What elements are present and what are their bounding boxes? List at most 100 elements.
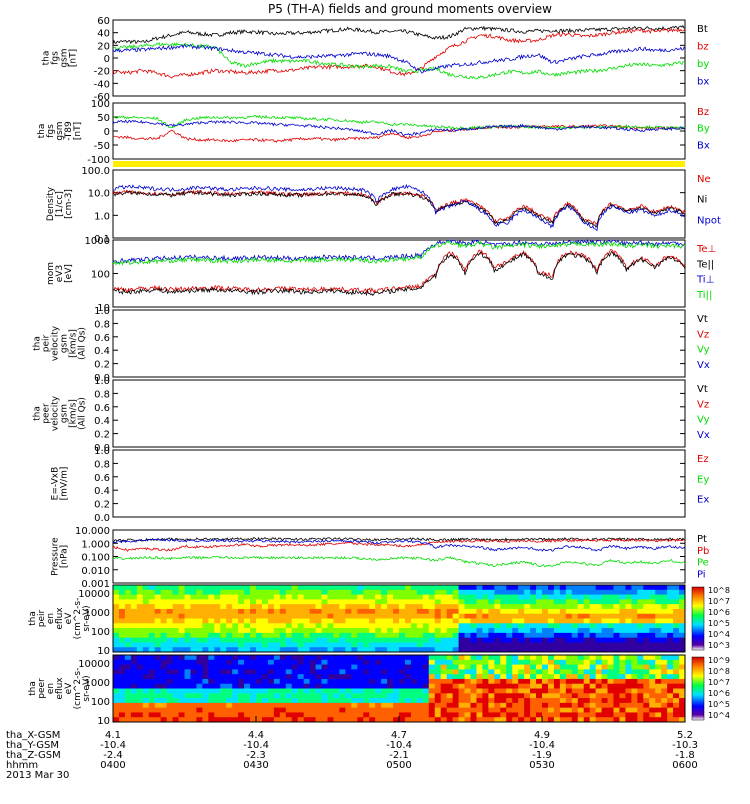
spectrogram-cell-peir_en <box>273 604 281 610</box>
spectrogram-cell-peer_en <box>321 683 328 689</box>
spectrogram-cell-peer_en <box>166 712 173 718</box>
spectrogram-cell-peer_en <box>160 659 168 665</box>
spectrogram-cell-peer_en <box>422 659 430 665</box>
spectrogram-cell-peer_en <box>220 655 227 661</box>
spectrogram-cell-peir_en <box>279 585 287 591</box>
spectrogram-cell-peir_en <box>118 604 126 610</box>
spectrogram-cell-peir_en <box>381 594 388 600</box>
spectrogram-cell-peir_en <box>178 613 185 619</box>
spectrogram-cell-peir_en <box>625 594 632 600</box>
spectrogram-cell-peir_en <box>285 618 293 624</box>
spectrogram-cell-peir_en <box>303 608 311 615</box>
spectrogram-cell-peer_en <box>512 712 519 718</box>
spectrogram-cell-peir_en <box>583 608 591 615</box>
spectrogram-cell-peir_en <box>452 623 459 629</box>
spectrogram-cell-peir_en <box>148 618 156 624</box>
spectrogram-cell-peer_en <box>464 693 471 699</box>
spectrogram-cell-peer_en <box>184 688 191 694</box>
spectrogram-cell-peir_en <box>333 585 340 591</box>
spectrogram-cell-peer_en <box>345 693 352 699</box>
spectrogram-cell-peer_en <box>339 655 346 661</box>
spectrogram-cell-peer_en <box>410 707 418 713</box>
spectrogram-cell-peer_en <box>565 683 573 689</box>
spectrogram-cell-peir_en <box>607 604 614 610</box>
spectrogram-cell-peir_en <box>160 632 168 639</box>
spectrogram-cell-peir_en <box>244 613 251 619</box>
spectrogram-cell-peer_en <box>118 707 126 713</box>
spectrogram-cell-peir_en <box>291 647 299 653</box>
spectrogram-cell-peir_en <box>351 637 358 643</box>
spectrogram-cell-peer_en <box>637 707 644 713</box>
spectrogram-cell-peer_en <box>553 688 561 694</box>
spectrogram-cell-peir_en <box>571 613 579 619</box>
spectrogram-cell-peer_en <box>166 683 173 689</box>
spectrogram-cell-peir_en <box>625 604 632 610</box>
colorbar-label-peer_en-1: 10^8 <box>708 667 730 676</box>
spectrogram-cell-peer_en <box>345 702 352 709</box>
spectrogram-cell-peir_en <box>124 623 132 629</box>
spectrogram-cell-peer_en <box>607 664 614 670</box>
spectrogram-cell-peir_en <box>375 589 382 595</box>
spectrogram-cell-peir_en <box>190 589 197 595</box>
spectrogram-cell-peir_en <box>506 585 513 591</box>
spectrogram-cell-peer_en <box>232 693 239 699</box>
spectrogram-cell-peer_en <box>404 717 412 723</box>
spectrogram-cell-peer_en <box>577 688 585 694</box>
series-line-pressure-pi <box>112 538 686 552</box>
spectrogram-cell-peir_en <box>226 642 233 648</box>
spectrogram-cell-peer_en <box>530 655 537 661</box>
spectrogram-cell-peir_en <box>309 604 316 610</box>
spectrogram-cell-peer_en <box>273 669 281 675</box>
spectrogram-cell-peer_en <box>250 683 257 689</box>
spectrogram-cell-peir_en <box>399 618 406 624</box>
spectrogram-cell-peir_en <box>130 594 138 600</box>
spectrogram-cell-peer_en <box>303 688 311 694</box>
spectrogram-cell-peer_en <box>375 702 382 709</box>
spectrogram-cell-peer_en <box>113 707 120 713</box>
spectrogram-cell-peir_en <box>631 604 638 610</box>
spectrogram-cell-peer_en <box>458 664 465 670</box>
spectrogram-cell-peir_en <box>619 642 626 648</box>
spectrogram-cell-peir_en <box>589 585 597 591</box>
spectrogram-cell-peer_en <box>673 669 680 675</box>
spectrogram-cell-peer_en <box>363 717 370 723</box>
spectrogram-cell-peir_en <box>524 604 531 610</box>
spectrogram-cell-peer_en <box>321 664 328 670</box>
spectrogram-cell-peer_en <box>142 688 150 694</box>
spectrogram-cell-peir_en <box>333 628 340 634</box>
spectrogram-cell-peir_en <box>613 585 620 591</box>
spectrogram-cell-peer_en <box>524 659 531 665</box>
spectrogram-cell-peer_en <box>524 674 531 680</box>
spectrogram-cell-peer_en <box>226 688 233 694</box>
spectrogram-cell-peer_en <box>673 702 680 709</box>
spectrogram-cell-peir_en <box>494 623 501 629</box>
spectrogram-cell-peir_en <box>476 613 483 619</box>
spectrogram-cell-peir_en <box>470 623 477 629</box>
spectrogram-cell-peir_en <box>351 642 358 648</box>
spectrogram-cell-peir_en <box>130 589 138 595</box>
spectrogram-cell-peir_en <box>512 647 519 653</box>
spectrogram-cell-peir_en <box>673 647 680 653</box>
spectrogram-cell-peir_en <box>494 594 501 600</box>
spectrogram-cell-peir_en <box>422 613 430 619</box>
spectrogram-cell-peir_en <box>524 599 531 605</box>
spectrogram-cell-peer_en <box>422 664 430 670</box>
spectrogram-cell-peir_en <box>410 604 418 610</box>
spectrogram-cell-peer_en <box>649 693 656 699</box>
spectrogram-cell-peer_en <box>416 702 424 709</box>
spectrogram-cell-peir_en <box>369 608 376 615</box>
spectrogram-cell-peir_en <box>118 589 126 595</box>
spectrogram-cell-peer_en <box>518 717 525 723</box>
spectrogram-cell-peir_en <box>208 594 215 600</box>
spectrogram-cell-peir_en <box>238 647 245 653</box>
spectrogram-cell-peer_en <box>613 693 620 699</box>
ylabel-fgs-1: fgs <box>51 51 61 65</box>
spectrogram-cell-peer_en <box>172 664 179 670</box>
spectrogram-cell-peer_en <box>250 698 257 704</box>
spectrogram-cell-peir_en <box>571 618 579 624</box>
spectrogram-cell-peer_en <box>410 712 418 718</box>
spectrogram-cell-peir_en <box>470 647 477 653</box>
spectrogram-cell-peer_en <box>250 669 257 675</box>
spectrogram-cell-peir_en <box>464 594 471 600</box>
spectrogram-cell-peir_en <box>327 613 334 619</box>
